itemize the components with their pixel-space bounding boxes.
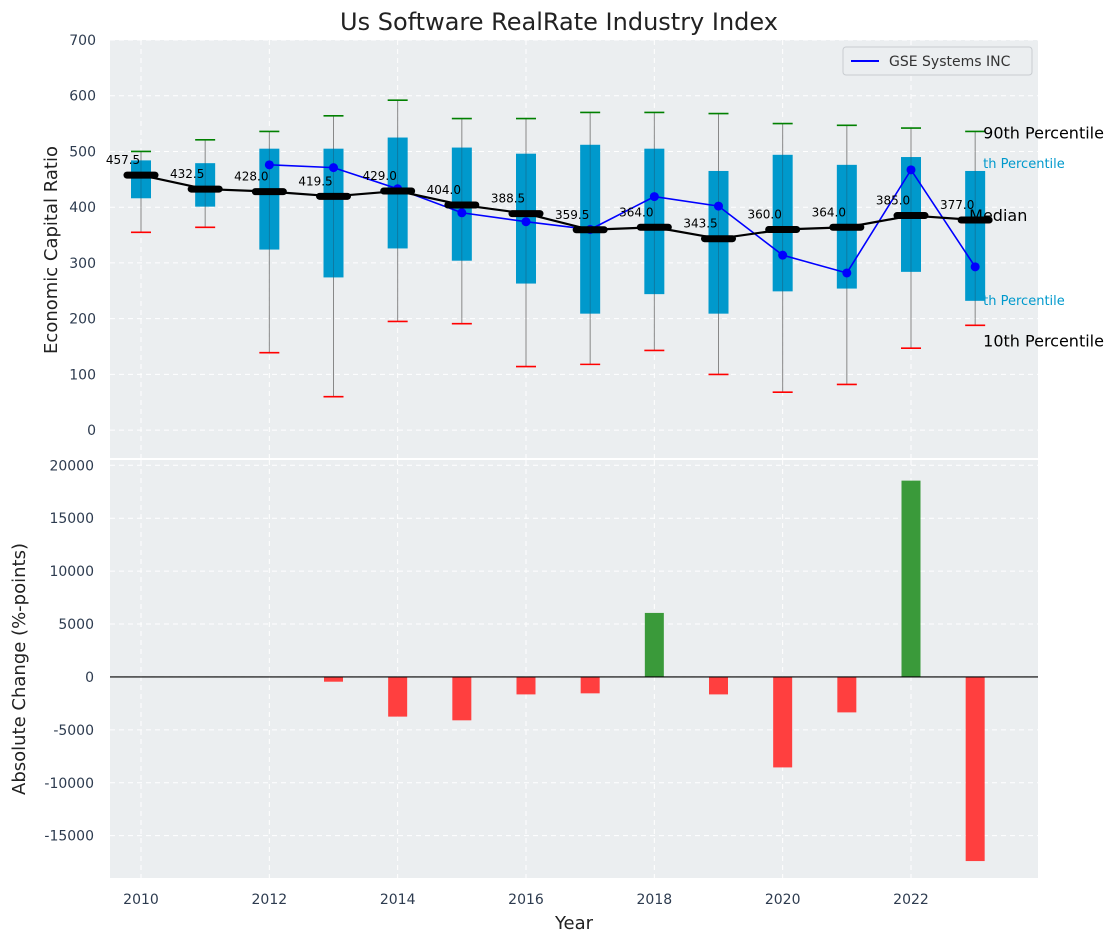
p10-annotation: 10th Percentile — [983, 331, 1104, 350]
company-line — [269, 164, 976, 274]
company-point — [329, 163, 338, 173]
top-y-tick-label: 500 — [69, 144, 96, 160]
top-y-tick-label: 100 — [69, 367, 96, 383]
median-value-label: 377.0 — [940, 198, 974, 212]
company-point — [649, 192, 659, 202]
p90-annotation: 90th Percentile — [983, 123, 1104, 142]
negative-change-bar — [773, 676, 793, 768]
legend: GSE Systems INC — [842, 46, 1033, 76]
negative-change-bar — [388, 676, 408, 717]
negative-change-bar — [580, 676, 600, 694]
q75-annotation: th Percentile — [983, 157, 1065, 172]
x-tick-label: 2020 — [765, 892, 801, 908]
median-value-label: 429.0 — [362, 169, 396, 183]
bottom-y-tick-label: -5000 — [53, 723, 94, 739]
positive-change-bar — [901, 480, 921, 677]
median-value-label: 404.0 — [427, 183, 461, 197]
boxes — [131, 137, 986, 314]
company-point — [521, 217, 531, 227]
bottom-y-tick-label: 0 — [85, 670, 94, 686]
x-tick-label: 2018 — [637, 892, 673, 908]
company-point — [714, 201, 723, 211]
top-y-tick-label: 200 — [69, 312, 96, 328]
bottom-y-ticks: -15000 -10000 -5000 0 5000 10000 15000 20000 — [44, 458, 94, 844]
change-bars — [324, 480, 985, 862]
top-y-ticks: 0 100 200 300 400 500 600 700 — [69, 33, 96, 439]
company-point — [842, 268, 852, 278]
top-y-tick-label: 700 — [69, 33, 96, 49]
bottom-y-axis-label: Absolute Change (%-points) — [9, 543, 30, 795]
median-value-label: 457.5 — [106, 153, 140, 167]
negative-change-bar — [965, 676, 985, 862]
median-value-label: 388.5 — [491, 192, 525, 206]
median-value-label: 428.0 — [234, 170, 268, 184]
bottom-plot-area — [110, 460, 1038, 878]
median-value-label: 364.0 — [619, 205, 653, 219]
bottom-y-tick-label: 10000 — [49, 564, 94, 580]
bottom-y-tick-label: -15000 — [44, 829, 94, 845]
x-ticks: 2010 2012 2014 2016 2018 2020 2022 — [123, 892, 929, 908]
negative-change-bar — [709, 676, 728, 695]
median-value-label: 343.5 — [683, 217, 717, 231]
median-value-label: 432.5 — [170, 167, 204, 181]
median-value-label: 359.5 — [555, 208, 589, 222]
bottom-y-tick-label: 20000 — [49, 458, 94, 474]
x-axis-label: Year — [554, 913, 594, 934]
legend-box — [842, 46, 1033, 76]
company-point — [970, 262, 980, 272]
median-value-label: 364.0 — [812, 205, 846, 219]
top-y-tick-label: 600 — [69, 89, 96, 105]
negative-change-bar — [837, 676, 857, 713]
top-y-axis-label: Economic Capital Ratio — [41, 146, 62, 354]
top-y-tick-label: 400 — [69, 200, 96, 216]
x-tick-label: 2022 — [893, 892, 929, 908]
median-annotation: Median — [969, 206, 1027, 225]
company-point — [906, 165, 916, 175]
median-value-label: 419.5 — [298, 174, 332, 188]
x-tick-label: 2016 — [508, 892, 544, 908]
x-tick-label: 2010 — [123, 892, 159, 908]
bottom-y-tick-label: 15000 — [49, 511, 94, 527]
x-tick-label: 2012 — [252, 892, 288, 908]
negative-change-bar — [324, 676, 343, 682]
bottom-y-tick-label: 5000 — [58, 617, 94, 633]
positive-change-bar — [644, 612, 664, 677]
median-series — [123, 171, 993, 243]
top-y-tick-label: 0 — [87, 423, 96, 439]
legend-entry-company: GSE Systems INC — [889, 54, 1011, 70]
company-series — [264, 160, 980, 278]
company-point — [457, 208, 467, 218]
x-tick-label: 2014 — [380, 892, 416, 908]
bottom-y-tick-label: -10000 — [44, 776, 94, 792]
company-point — [778, 250, 788, 260]
negative-change-bar — [452, 676, 472, 721]
median-labels: 457.5 432.5 428.0 419.5 429.0 404.0 388.5 359.5… — [106, 153, 975, 231]
median-value-label: 385.0 — [876, 194, 910, 208]
q25-annotation: th Percentile — [983, 294, 1065, 309]
chart-title: Us Software RealRate Industry Index — [340, 8, 778, 36]
company-point — [264, 160, 274, 170]
median-value-label: 360.0 — [747, 207, 781, 221]
top-plot-area — [110, 40, 1038, 458]
top-y-tick-label: 300 — [69, 256, 96, 272]
percentile-annotations: 90th Percentile th Percentile Median th Per… — [969, 123, 1104, 350]
negative-change-bar — [516, 676, 536, 695]
